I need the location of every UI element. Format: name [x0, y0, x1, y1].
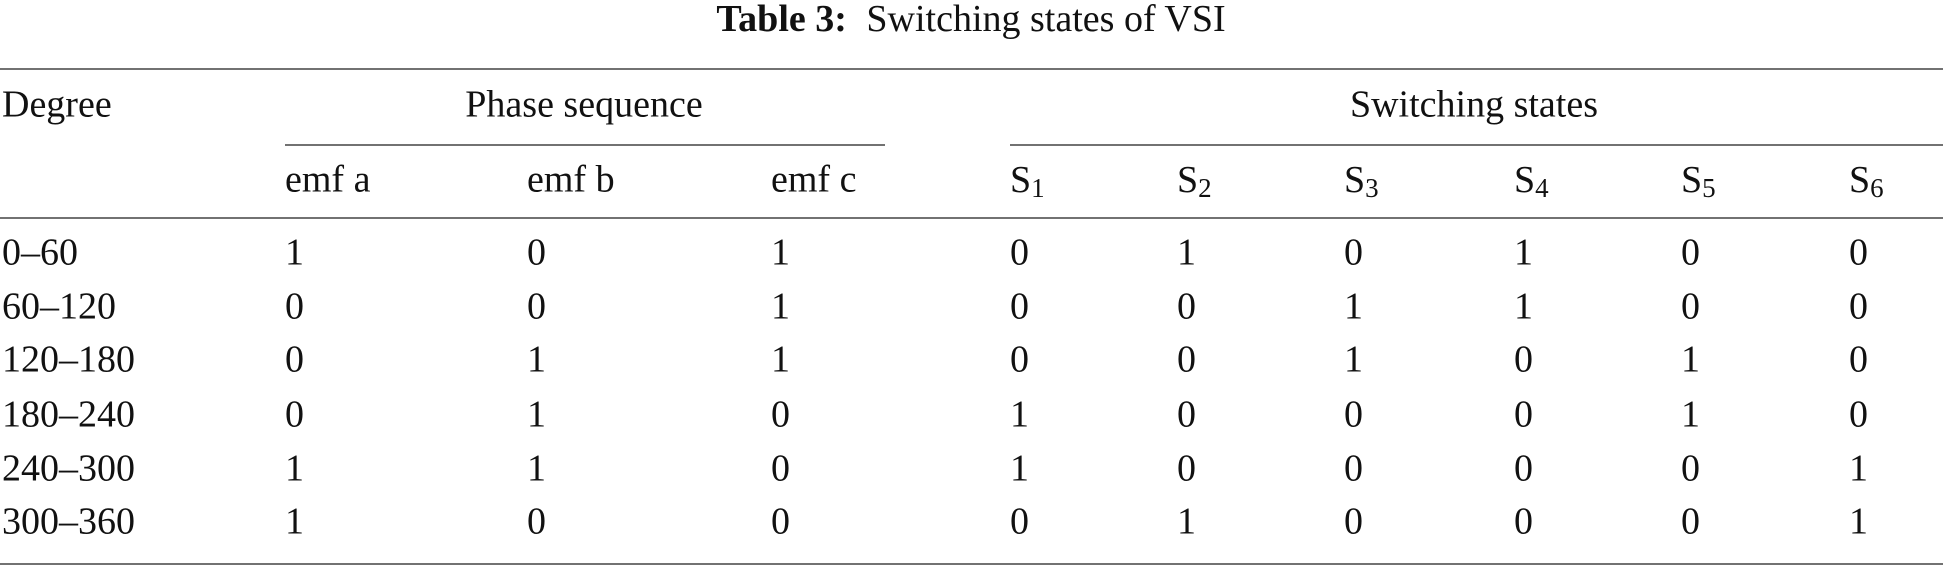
table-cell: 1	[285, 501, 304, 543]
header-subscript: 2	[1198, 173, 1212, 203]
table-cell: 1	[527, 339, 546, 381]
table-cell: 1	[1514, 232, 1533, 274]
table-cell: 1	[1344, 339, 1363, 381]
table-cell: 1	[1177, 232, 1196, 274]
table-cell: 1	[1681, 394, 1700, 436]
table-cell: 1	[771, 339, 790, 381]
header-cell: Switching states	[1350, 84, 1598, 126]
header-letter: S	[1681, 159, 1702, 201]
table-cell: 0	[1344, 232, 1363, 274]
table-cell: 0	[285, 394, 304, 436]
header-cell: emf b	[527, 159, 615, 201]
table-cell: 1	[1344, 286, 1363, 328]
table-cell: 0	[1177, 448, 1196, 490]
header-subscript: 3	[1365, 173, 1379, 203]
table-cell: 0	[1177, 286, 1196, 328]
header-letter: S	[1344, 159, 1365, 201]
table-cell: 0	[1514, 339, 1533, 381]
table-cell: 1	[1849, 448, 1868, 490]
table-cell: 0–60	[2, 232, 78, 274]
table-cell: 0	[527, 501, 546, 543]
caption-text: Switching states of VSI	[866, 0, 1225, 40]
table-cell: 0	[1849, 232, 1868, 274]
table-cell: 300–360	[2, 501, 135, 543]
header-subscript: 4	[1535, 173, 1549, 203]
header-cell: S3	[1344, 159, 1379, 203]
header-cell: Degree	[2, 84, 112, 126]
table-cell: 0	[1514, 448, 1533, 490]
table-cell: 0	[771, 501, 790, 543]
table-cell: 1	[1010, 394, 1029, 436]
table-cell: 0	[1177, 394, 1196, 436]
header-cell: S5	[1681, 159, 1716, 203]
table-cell: 1	[1849, 501, 1868, 543]
table-cell: 1	[771, 286, 790, 328]
table-cell: 0	[1344, 501, 1363, 543]
table-cell: 0	[1514, 394, 1533, 436]
table-cell: 0	[771, 394, 790, 436]
caption: Table 3: Switching states of VSI	[716, 0, 1225, 40]
table-cell: 0	[1344, 394, 1363, 436]
table-cell: 0	[1010, 232, 1029, 274]
header-cell: emf a	[285, 159, 371, 201]
table-cell: 1	[527, 448, 546, 490]
table-cell: 0	[1010, 339, 1029, 381]
table-cell: 0	[1010, 286, 1029, 328]
table-cell: 180–240	[2, 394, 135, 436]
table-cell: 0	[1514, 501, 1533, 543]
table-cell: 1	[285, 448, 304, 490]
table-cell: 0	[1681, 448, 1700, 490]
table-cell: 0	[1681, 286, 1700, 328]
table-cell: 1	[1681, 339, 1700, 381]
header-subscript: 1	[1031, 173, 1045, 203]
table-cell: 0	[1344, 448, 1363, 490]
header-subscript: 5	[1702, 173, 1716, 203]
header-letter: S	[1849, 159, 1870, 201]
caption-label: Table 3:	[716, 0, 847, 40]
header-cell: S6	[1849, 159, 1884, 203]
table-cell: 0	[1849, 394, 1868, 436]
table-cell: 0	[771, 448, 790, 490]
table-cell: 0	[1681, 501, 1700, 543]
table-cell: 0	[1681, 232, 1700, 274]
header-cell: Phase sequence	[465, 84, 702, 126]
table-cell: 0	[527, 286, 546, 328]
table-cell: 1	[1010, 448, 1029, 490]
header-cell: emf c	[771, 159, 856, 201]
table-cell: 0	[1177, 339, 1196, 381]
header-subscript: 6	[1870, 173, 1884, 203]
table-cell: 240–300	[2, 448, 135, 490]
table-cell: 120–180	[2, 339, 135, 381]
table-cell: 1	[527, 394, 546, 436]
header-cell: S4	[1514, 159, 1549, 203]
table-cell: 0	[285, 339, 304, 381]
table-cell: 1	[285, 232, 304, 274]
header-letter: S	[1010, 159, 1031, 201]
table-cell: 0	[1010, 501, 1029, 543]
table-cell: 1	[1514, 286, 1533, 328]
table-cell: 0	[1849, 286, 1868, 328]
header-letter: S	[1514, 159, 1535, 201]
table-cell: 0	[1849, 339, 1868, 381]
header-cell: S2	[1177, 159, 1212, 203]
table-cell: 1	[771, 232, 790, 274]
header-cell: S1	[1010, 159, 1045, 203]
table-cell: 0	[527, 232, 546, 274]
header-letter: S	[1177, 159, 1198, 201]
table-cell: 60–120	[2, 286, 116, 328]
table-cell: 1	[1177, 501, 1196, 543]
table-cell: 0	[285, 286, 304, 328]
